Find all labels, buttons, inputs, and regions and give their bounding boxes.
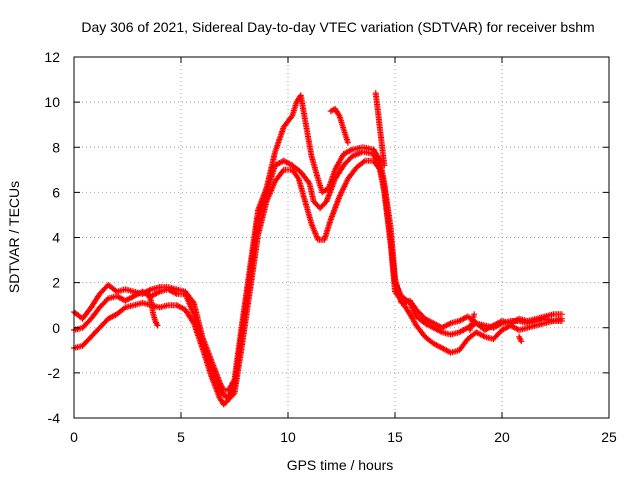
series-markers (71, 92, 565, 394)
x-tick-label: 10 (280, 429, 296, 445)
y-tick-label: 4 (52, 230, 60, 246)
series-trace-fragments (143, 90, 525, 345)
y-tick-label: -4 (48, 410, 61, 426)
x-tick-label: 5 (177, 429, 185, 445)
series-markers (143, 90, 525, 345)
grid-lines (74, 57, 609, 418)
y-tick-label: 0 (52, 320, 60, 336)
series-markers (71, 148, 565, 401)
series-trace-upper (71, 92, 565, 394)
x-tick-label: 20 (494, 429, 510, 445)
y-tick-label: -2 (48, 365, 61, 381)
y-axis-label: SDTVAR / TECUs (6, 181, 22, 293)
x-axis-label: GPS time / hours (287, 457, 394, 473)
y-tick-label: 8 (52, 139, 60, 155)
y-tick-label: 10 (44, 94, 60, 110)
y-tick-label: 6 (52, 184, 60, 200)
x-tick-label: 0 (70, 429, 78, 445)
data-series (71, 90, 565, 408)
x-tick-label: 15 (387, 429, 403, 445)
x-tick-label: 25 (601, 429, 617, 445)
chart-title: Day 306 of 2021, Sidereal Day-to-day VTE… (81, 19, 594, 35)
y-tick-label: 12 (44, 49, 60, 65)
axis-ticks: 0 5 10 15 20 25 -4 -2 0 2 4 6 8 10 12 (44, 49, 617, 445)
y-tick-label: 2 (52, 275, 60, 291)
series-trace-middle (71, 148, 565, 401)
